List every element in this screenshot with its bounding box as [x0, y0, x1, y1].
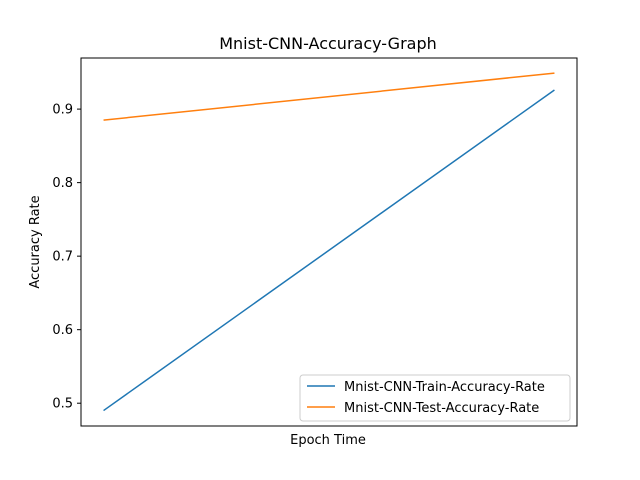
y-tick-label: 0.6 [52, 323, 73, 338]
series-layer [103, 72, 555, 412]
series-line-train [103, 89, 555, 412]
y-axis-label: Accuracy Rate [28, 195, 43, 288]
legend: Mnist-CNN-Train-Accuracy-Rate Mnist-CNN-… [299, 374, 571, 422]
legend-label-train: Mnist-CNN-Train-Accuracy-Rate [344, 380, 545, 395]
y-axis-ticks: 0.5 0.6 0.7 0.8 0.9 [52, 103, 81, 412]
chart-title: Mnist-CNN-Accuracy-Graph [219, 34, 437, 53]
y-tick-label: 0.8 [52, 176, 73, 191]
y-tick-label: 0.5 [52, 397, 73, 412]
x-axis-label: Epoch Time [290, 433, 366, 448]
y-tick-label: 0.7 [52, 250, 73, 265]
plot-frame [80, 57, 578, 427]
series-line-test [103, 72, 555, 121]
legend-label-test: Mnist-CNN-Test-Accuracy-Rate [344, 401, 539, 416]
legend-box [299, 374, 571, 422]
y-tick-label: 0.9 [52, 103, 73, 118]
